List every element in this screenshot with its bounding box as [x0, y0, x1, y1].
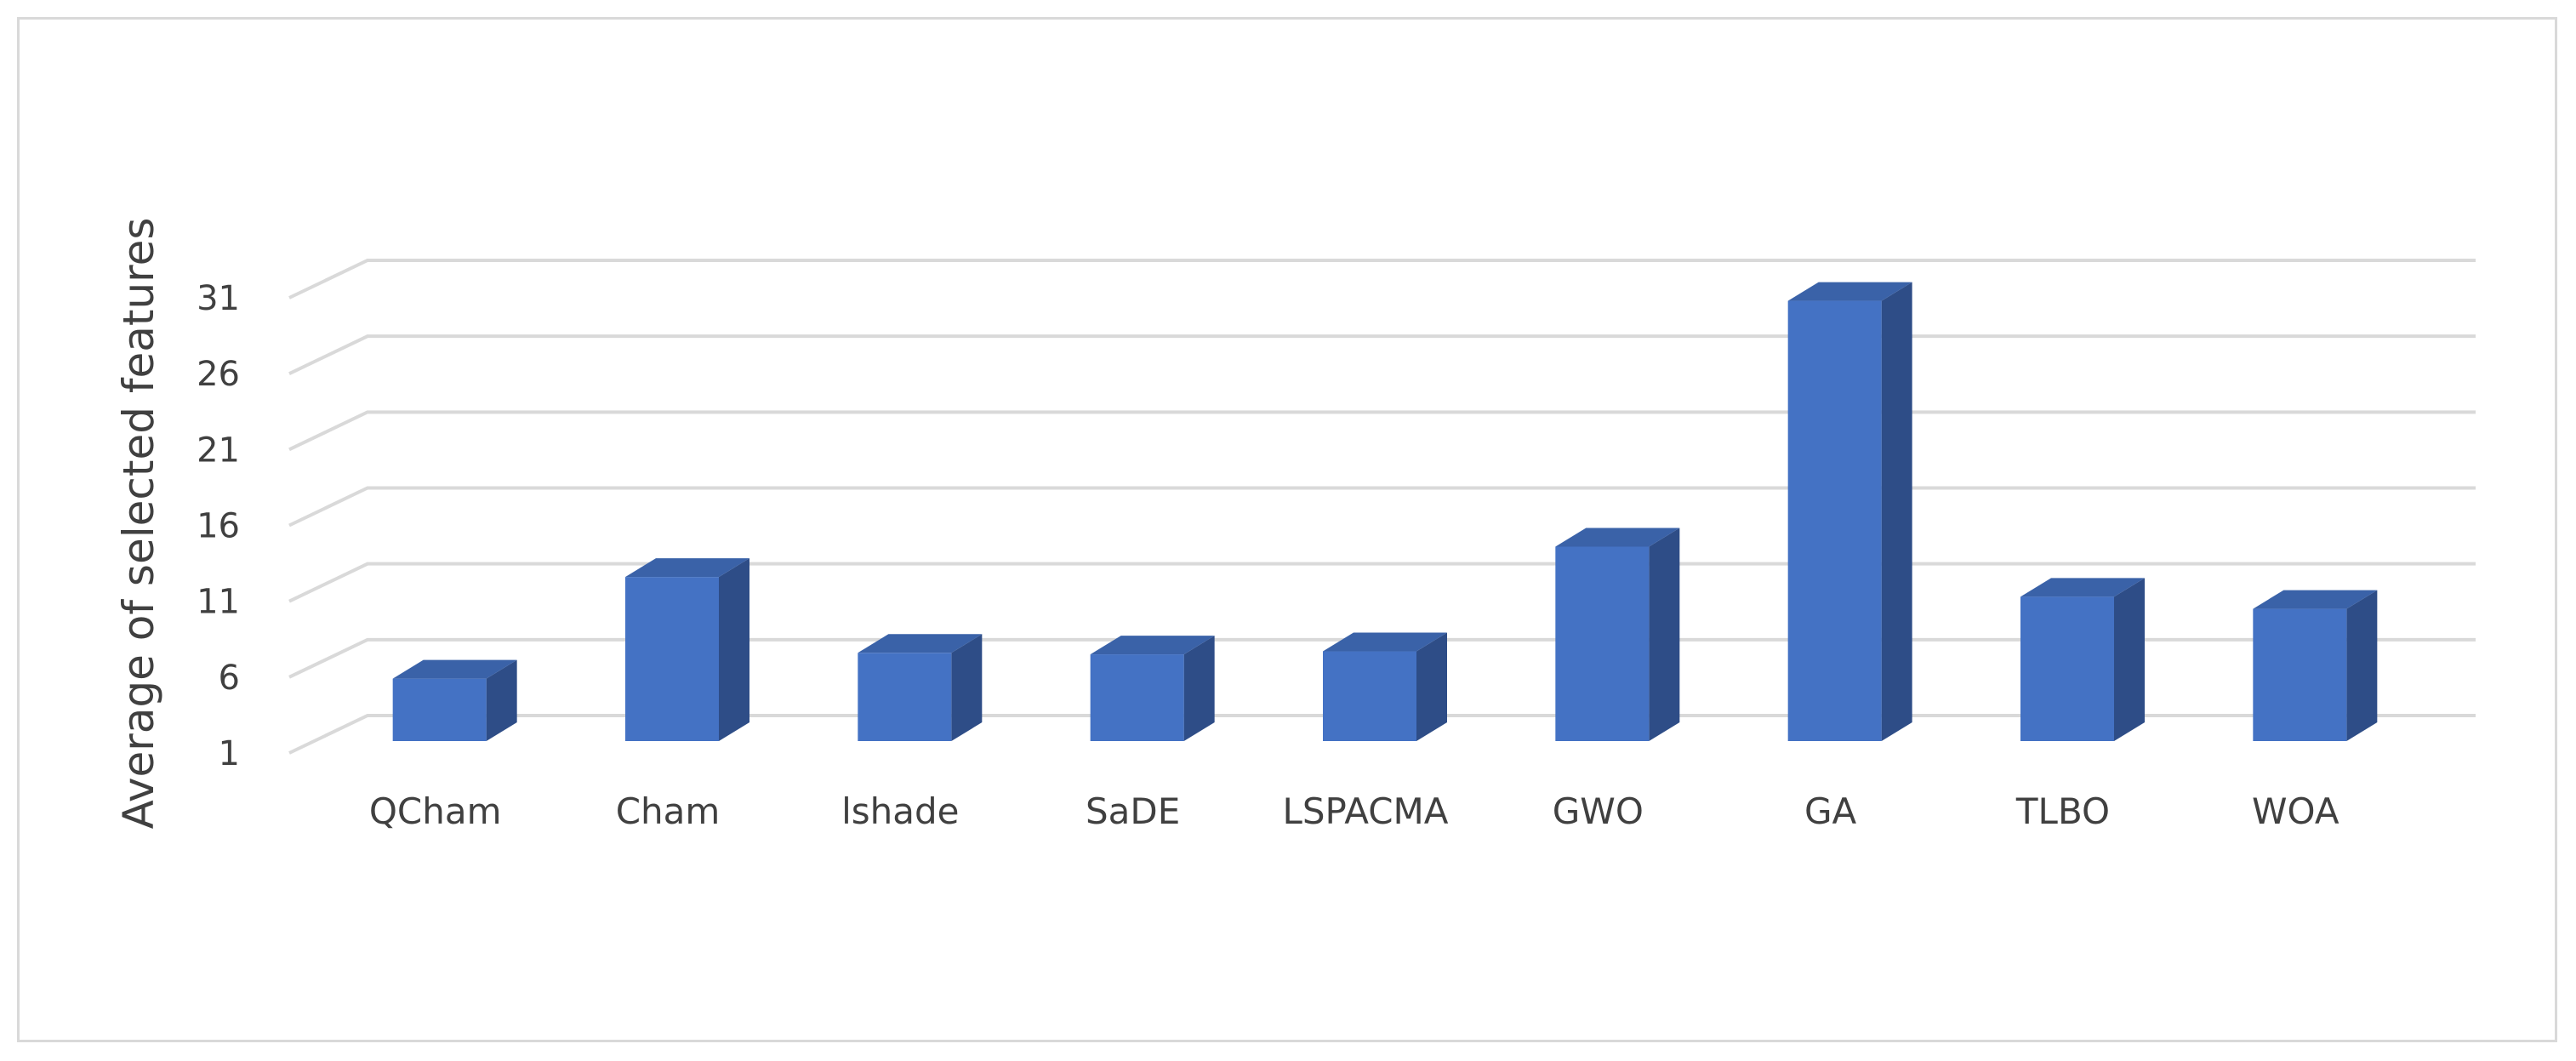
bar: [858, 634, 983, 741]
y-axis-title: Average of selected features: [114, 218, 163, 830]
bar: [1323, 632, 1447, 741]
y-tick-label: 16: [197, 507, 240, 546]
bar-front: [2020, 596, 2114, 741]
x-tick-label: GA: [1804, 790, 1857, 832]
bar: [392, 659, 517, 741]
bar-front: [858, 653, 952, 741]
gridline: [288, 637, 2476, 679]
bar-side: [2114, 578, 2145, 741]
bar-top: [2020, 578, 2145, 597]
bar-side: [2346, 590, 2378, 741]
x-tick-label: WOA: [2252, 790, 2339, 832]
bar-side: [719, 558, 749, 741]
gridline: [288, 714, 2476, 755]
bar-top: [625, 558, 749, 578]
bar-top: [1323, 632, 1447, 652]
y-tick-label: 26: [197, 355, 240, 394]
x-tick-label: lshade: [841, 790, 959, 832]
bar-top: [1555, 528, 1680, 547]
x-axis-labels: QCham Cham lshade SaDE LSPACMA GWO GA TLBO WOA: [369, 790, 2339, 832]
y-tick-label: 31: [197, 279, 240, 318]
x-tick-label: GWO: [1553, 790, 1644, 832]
bar: [1787, 282, 1912, 742]
bar-side: [1416, 632, 1447, 741]
bar-side: [1881, 282, 1912, 742]
bar-top: [858, 634, 983, 653]
bar-front: [625, 577, 719, 741]
bar-top: [1090, 636, 1215, 655]
y-tick-label: 21: [197, 431, 240, 470]
bar-front: [1090, 654, 1184, 741]
bar-front: [392, 678, 487, 741]
bar: [1090, 636, 1215, 741]
x-tick-label: TLBO: [2015, 790, 2110, 832]
x-tick-label: SaDE: [1086, 790, 1180, 832]
bar-top: [392, 659, 517, 679]
bar: [625, 558, 749, 741]
chart-frame: [17, 17, 2557, 1042]
x-tick-label: Cham: [616, 790, 721, 832]
x-tick-label: QCham: [369, 790, 502, 832]
y-tick-label: 11: [197, 583, 240, 622]
gridline: [288, 259, 2476, 299]
bar-top: [2253, 590, 2378, 609]
bar: [2020, 578, 2145, 741]
gridline: [288, 334, 2476, 375]
gridlines: [288, 259, 2476, 755]
y-tick-label: 6: [219, 659, 240, 698]
gridline: [288, 486, 2476, 528]
bar-front: [2253, 608, 2347, 741]
gridline: [288, 562, 2476, 603]
bar-side: [486, 659, 517, 741]
bar-side: [1183, 636, 1215, 741]
bar-front: [1787, 300, 1882, 742]
bar: [2253, 590, 2378, 741]
bar-front: [1323, 651, 1416, 741]
bar-side: [951, 634, 983, 741]
bars: [392, 282, 2378, 742]
y-tick-label: 1: [219, 734, 240, 773]
bar-side: [1649, 528, 1680, 741]
bar-top: [1787, 282, 1912, 301]
bar: [1555, 528, 1680, 741]
bar-front: [1555, 546, 1650, 741]
gridline: [288, 410, 2476, 452]
x-tick-label: LSPACMA: [1283, 790, 1449, 832]
